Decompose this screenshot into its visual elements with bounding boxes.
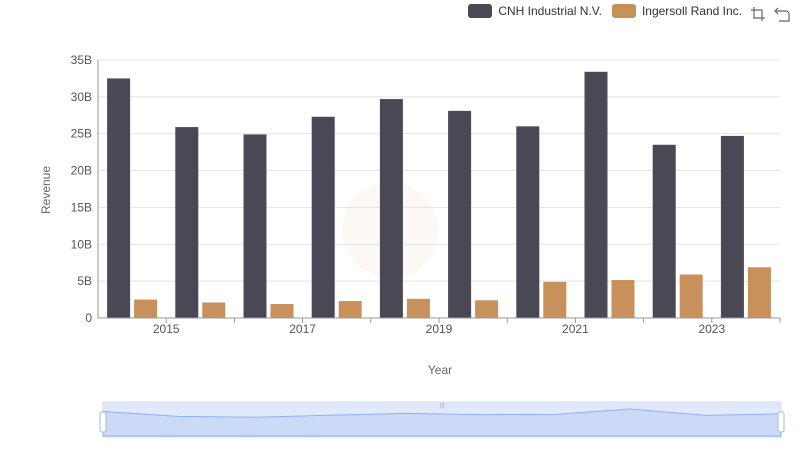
x-tick-label: 2023 (698, 322, 725, 336)
bar-ingersoll-2017[interactable] (338, 301, 362, 318)
x-axis: 2015 2017 2019 2021 2023 (98, 317, 781, 336)
bar-cnh-2021[interactable] (584, 71, 608, 319)
y-tick-label: 25B (71, 127, 92, 141)
y-tick-label: 30B (71, 90, 92, 104)
bar-cnh-2019[interactable] (448, 110, 472, 318)
bar-cnh-2018[interactable] (379, 99, 403, 318)
legend-item-cnh[interactable]: CNH Industrial N.V. (468, 4, 602, 18)
restore-icon[interactable] (774, 6, 790, 22)
bar-cnh-2014[interactable] (107, 78, 131, 318)
y-tick-label: 5B (77, 274, 92, 288)
bar-cnh-2015[interactable] (175, 127, 199, 318)
bar-ingersoll-2023[interactable] (747, 267, 771, 318)
slider-handle-left[interactable] (99, 411, 107, 433)
bar-ingersoll-2015[interactable] (202, 302, 226, 318)
bar-ingersoll-2021[interactable] (611, 280, 635, 318)
legend-swatch-ingersoll (611, 4, 636, 18)
slider-handle-right[interactable] (777, 411, 785, 433)
bars-group (107, 71, 771, 319)
grid-lines (98, 59, 780, 319)
bar-ingersoll-2014[interactable] (134, 299, 158, 318)
y-tick-label: 10B (71, 237, 92, 251)
legend: CNH Industrial N.V. Ingersoll Rand Inc. (468, 4, 742, 18)
x-tick-label: 2019 (426, 322, 453, 336)
bar-ingersoll-2016[interactable] (270, 303, 294, 318)
legend-label-cnh: CNH Industrial N.V. (498, 4, 602, 18)
y-tick-label: 0 (85, 311, 92, 325)
bar-cnh-2022[interactable] (652, 144, 676, 318)
x-tick-label: 2021 (562, 322, 589, 336)
bar-ingersoll-2022[interactable] (679, 274, 703, 318)
y-tick-label: 15B (71, 200, 92, 214)
x-tick-label: 2017 (289, 322, 316, 336)
legend-label-ingersoll: Ingersoll Rand Inc. (641, 4, 742, 18)
bar-ingersoll-2019[interactable] (475, 300, 499, 318)
y-tick-label: 20B (71, 164, 92, 178)
bar-cnh-2023[interactable] (720, 135, 744, 318)
slider-grip-icon[interactable]: ||| (440, 403, 445, 409)
toolbox (750, 6, 790, 22)
x-tick-label: 2015 (153, 322, 180, 336)
bar-cnh-2017[interactable] (311, 116, 335, 318)
bar-ingersoll-2020[interactable] (543, 281, 567, 318)
legend-item-ingersoll[interactable]: Ingersoll Rand Inc. (611, 4, 742, 18)
y-tick-label: 35B (71, 53, 92, 67)
data-zoom-slider[interactable]: ||| (99, 401, 785, 438)
bar-cnh-2020[interactable] (516, 126, 540, 318)
bar-cnh-2016[interactable] (243, 134, 267, 318)
y-axis: 0 5B 10B 15B 20B 25B 30B 35B (71, 53, 99, 325)
slider-top-bar[interactable] (103, 402, 781, 408)
bar-ingersoll-2018[interactable] (406, 298, 430, 318)
y-axis-title: Revenue (39, 166, 53, 214)
x-axis-title: Year (428, 363, 452, 377)
zoom-icon[interactable] (750, 6, 766, 22)
legend-swatch-cnh (468, 4, 493, 18)
